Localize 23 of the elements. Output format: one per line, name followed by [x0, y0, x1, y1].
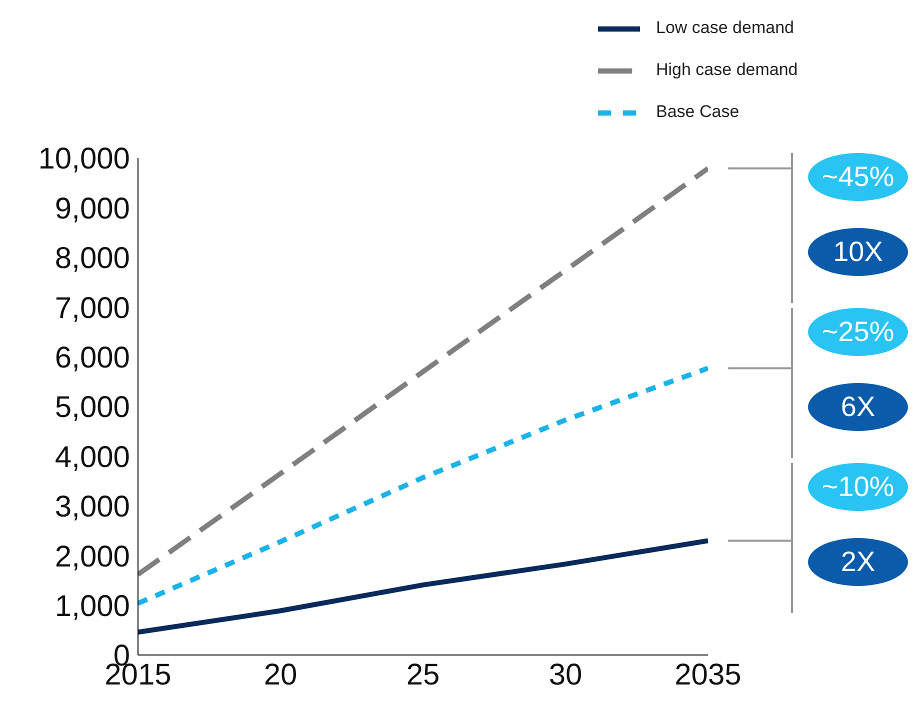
- text: 6X: [808, 383, 908, 431]
- text: 10X: [808, 228, 908, 276]
- text: ~45%: [808, 153, 908, 201]
- y-tick-label: 10,000: [38, 142, 130, 176]
- y-tick-label: 6,000: [54, 341, 130, 374]
- legend-label: High case demand: [656, 60, 798, 80]
- x-tick-label: 25: [406, 658, 440, 692]
- y-tick-label: 2,000: [54, 540, 130, 574]
- x-tick-label: 2035: [674, 658, 742, 692]
- text: 2X: [808, 538, 908, 586]
- y-tick-label: 4,000: [54, 440, 130, 474]
- y-tick-label: 9,000: [54, 192, 130, 226]
- legend-label: Low case demand: [656, 18, 794, 38]
- y-tick-label: 3,000: [54, 490, 130, 524]
- text: ~10%: [808, 463, 908, 511]
- y-tick-label: 7,000: [54, 292, 130, 325]
- y-tick-label: 5,000: [54, 391, 130, 424]
- y-tick-label: 1,000: [54, 590, 130, 623]
- x-tick-label: 30: [548, 658, 582, 692]
- y-tick-label: 8,000: [54, 242, 130, 276]
- text: ~25%: [808, 308, 908, 356]
- legend-label: Base Case: [656, 102, 740, 122]
- x-tick-label: 20: [264, 658, 298, 692]
